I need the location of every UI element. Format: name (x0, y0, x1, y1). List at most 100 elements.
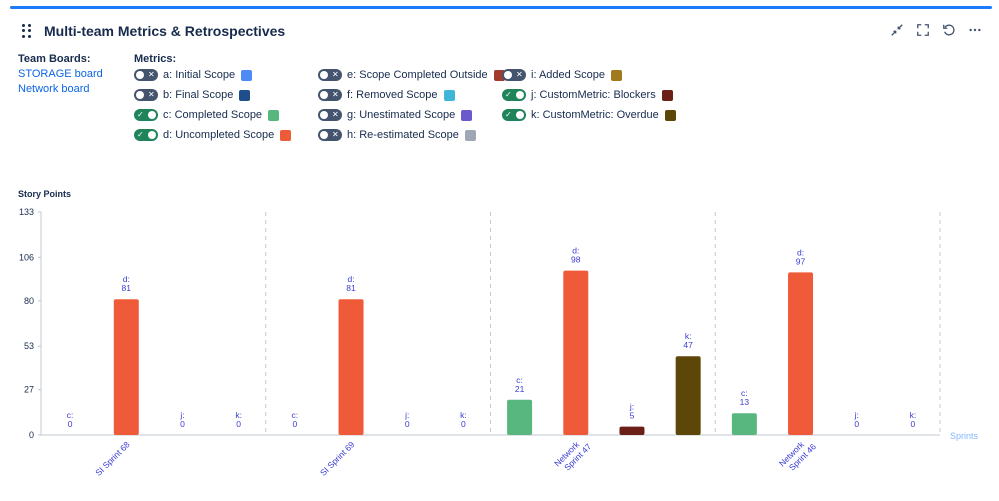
metric-toggle[interactable]: ✓ (502, 89, 526, 101)
metric-item: ✕ b: Final Scope (134, 88, 251, 102)
toggle-knob (516, 91, 524, 99)
bar-c (731, 413, 757, 435)
data-label-value: 0 (854, 419, 859, 429)
bar-c (507, 399, 533, 435)
data-label-value: 0 (911, 419, 916, 429)
toggle-knob (320, 111, 328, 119)
metric-color-swatch (280, 129, 292, 141)
data-label-value: 5 (630, 411, 635, 421)
metric-toggle[interactable]: ✓ (134, 129, 158, 141)
toggle-knob (148, 111, 156, 119)
metric-item: ✓ c: Completed Scope (134, 108, 280, 122)
metric-toggle[interactable]: ✓ (502, 109, 526, 121)
fullscreen-icon[interactable] (915, 22, 931, 38)
toggle-knob (320, 131, 328, 139)
toggle-knob (320, 91, 328, 99)
metric-label: a: Initial Scope (163, 69, 236, 81)
data-label-name: k: (460, 410, 467, 420)
y-tick-label: 27 (24, 385, 34, 395)
toggle-knob (504, 71, 512, 79)
bar-j (619, 426, 645, 435)
metric-label: c: Completed Scope (163, 109, 263, 121)
metric-toggle[interactable]: ✕ (134, 89, 158, 101)
metric-item: ✓ d: Uncompleted Scope (134, 128, 292, 142)
data-label-name: d: (572, 246, 579, 256)
metric-label: e: Scope Completed Outside (347, 69, 488, 81)
close-icon: ✕ (148, 70, 155, 79)
data-label-name: j: (629, 402, 634, 412)
metric-toggle[interactable]: ✕ (318, 69, 342, 81)
metric-toggle[interactable]: ✕ (502, 69, 526, 81)
metric-label: h: Re-estimated Scope (347, 129, 459, 141)
data-label-value: 0 (405, 419, 410, 429)
drag-handle-icon[interactable] (22, 24, 34, 38)
metric-color-swatch (661, 89, 673, 101)
board-link-storage[interactable]: STORAGE board (18, 68, 103, 80)
metric-label: i: Added Scope (531, 69, 606, 81)
metric-label: b: Final Scope (163, 89, 234, 101)
x-axis-title: Sprints (950, 431, 979, 441)
x-category-label-line: SI Sprint 68 (93, 439, 132, 478)
x-category-label: SI Sprint 68 (93, 439, 132, 478)
metrics-label: Metrics: (134, 53, 177, 65)
metric-toggle[interactable]: ✕ (134, 69, 158, 81)
close-icon: ✕ (332, 110, 339, 119)
data-label-value: 0 (461, 419, 466, 429)
data-label-value: 0 (292, 419, 297, 429)
accent-bar (10, 6, 992, 9)
metric-label: d: Uncompleted Scope (163, 129, 275, 141)
bar-d (338, 299, 364, 435)
metric-color-swatch (461, 109, 473, 121)
toggle-knob (516, 111, 524, 119)
metric-color-swatch (611, 69, 623, 81)
data-label-name: k: (910, 410, 917, 420)
close-icon: ✕ (148, 90, 155, 99)
data-label-name: d: (797, 247, 804, 257)
check-icon: ✓ (505, 90, 512, 99)
metric-item: ✕ f: Removed Scope (318, 88, 455, 102)
close-icon: ✕ (516, 70, 523, 79)
data-label-value: 0 (68, 419, 73, 429)
data-label-value: 47 (683, 340, 693, 350)
data-label-name: d: (347, 274, 354, 284)
y-tick-label: 80 (24, 296, 34, 306)
page-title: Multi-team Metrics & Retrospectives (44, 23, 286, 39)
more-options-icon[interactable] (967, 22, 983, 38)
metric-toggle[interactable]: ✕ (318, 109, 342, 121)
metric-item: ✓ j: CustomMetric: Blockers (502, 88, 673, 102)
toggle-knob (148, 131, 156, 139)
metric-color-swatch (664, 109, 676, 121)
bar-k (675, 356, 701, 435)
metric-color-swatch (464, 129, 476, 141)
data-label-value: 13 (740, 397, 750, 407)
metric-color-swatch (493, 69, 505, 81)
metric-label: j: CustomMetric: Blockers (531, 89, 656, 101)
metric-toggle[interactable]: ✓ (134, 109, 158, 121)
close-icon: ✕ (332, 130, 339, 139)
toggle-knob (136, 71, 144, 79)
metric-color-swatch (443, 89, 455, 101)
minimize-icon[interactable] (889, 22, 905, 38)
close-icon: ✕ (332, 70, 339, 79)
x-category-label: SI Sprint 69 (318, 439, 357, 478)
board-link-network[interactable]: Network board (18, 83, 90, 95)
metric-color-swatch (268, 109, 280, 121)
data-label-value: 0 (236, 419, 241, 429)
refresh-icon[interactable] (941, 22, 957, 38)
metric-item: ✕ e: Scope Completed Outside (318, 68, 505, 82)
team-boards-label: Team Boards: (18, 53, 91, 65)
data-label-name: c: (741, 388, 748, 398)
data-label-value: 21 (515, 384, 525, 394)
y-tick-label: 106 (19, 252, 34, 262)
metric-label: f: Removed Scope (347, 89, 438, 101)
header-actions (889, 22, 983, 38)
bar-d (113, 299, 139, 435)
bar-chart: Story Points0275380106133Sprintsc:0d:81j… (18, 189, 979, 478)
widget-header: Multi-team Metrics & Retrospectives (22, 22, 285, 40)
metric-toggle[interactable]: ✕ (318, 129, 342, 141)
x-category-label-line: SI Sprint 69 (318, 439, 357, 478)
x-category-label: NetworkSprint 47 (552, 434, 593, 475)
data-label-value: 81 (346, 283, 356, 293)
metric-item: ✕ i: Added Scope (502, 68, 623, 82)
metric-toggle[interactable]: ✕ (318, 89, 342, 101)
